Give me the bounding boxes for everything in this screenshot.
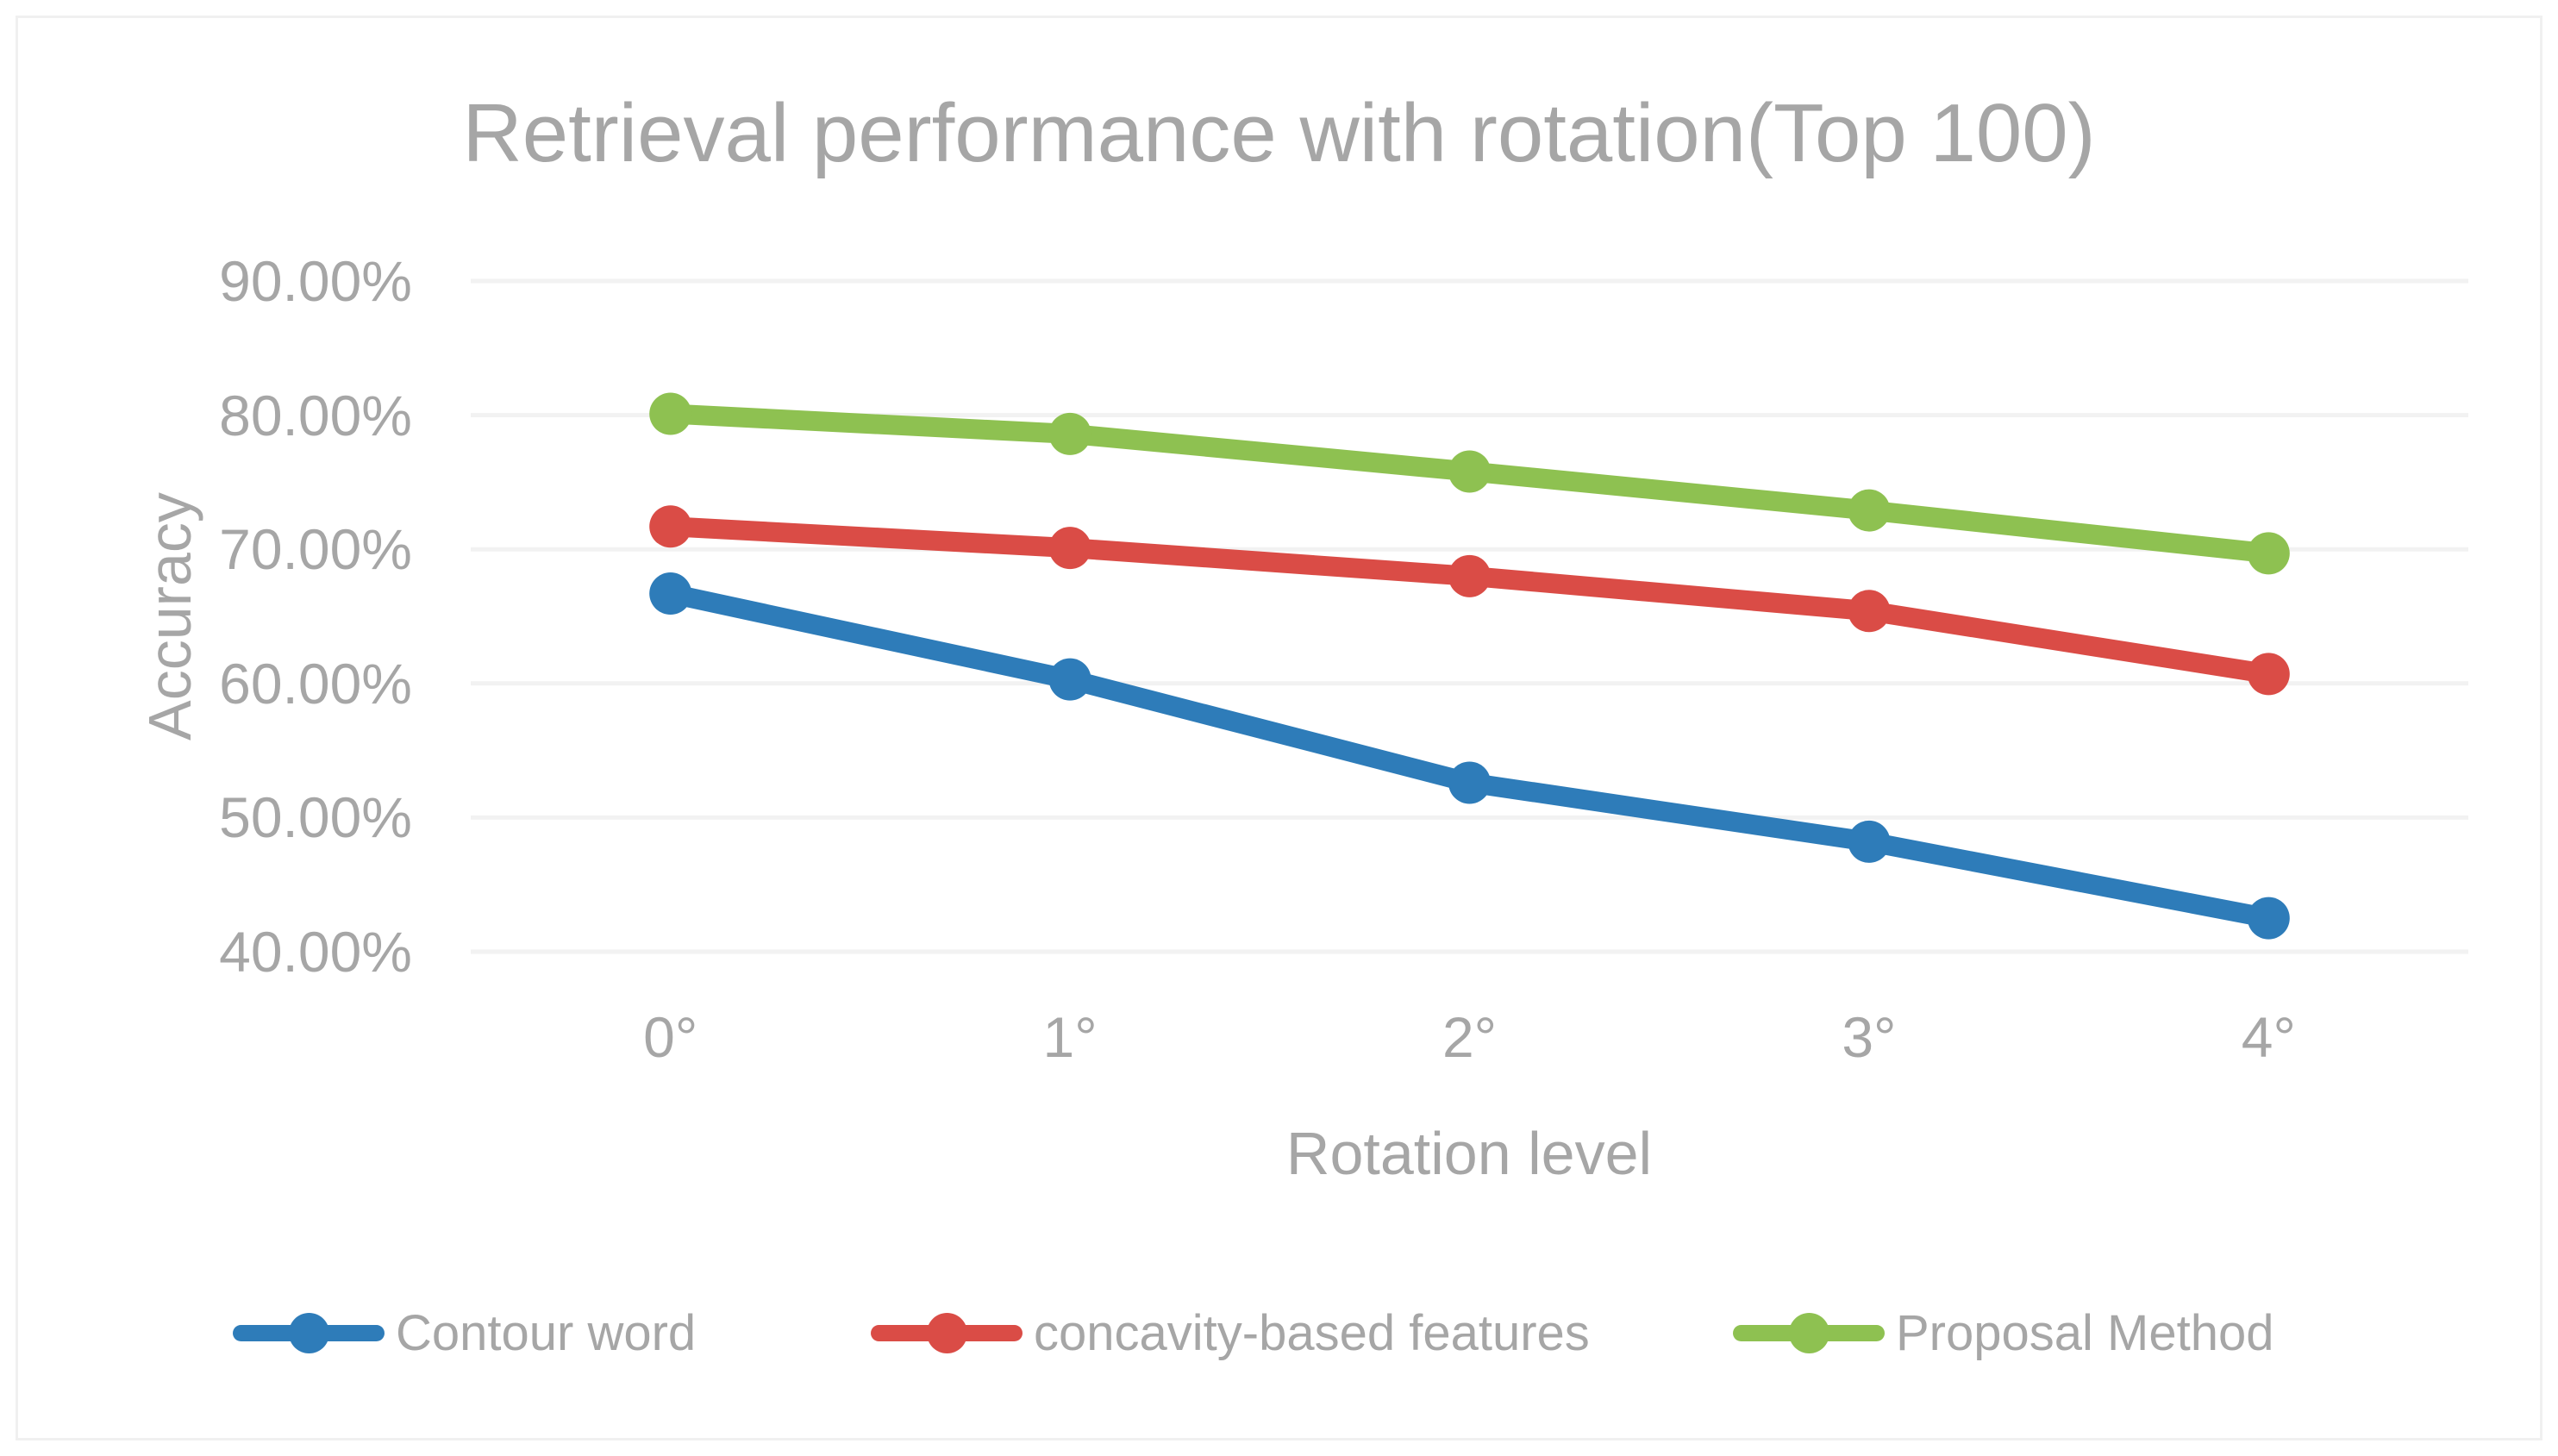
y-tick-label: 40.00% bbox=[219, 920, 412, 984]
y-tick-label: 70.00% bbox=[219, 517, 412, 582]
data-point bbox=[1048, 658, 1091, 701]
legend-marker-icon bbox=[233, 1298, 385, 1367]
data-point bbox=[1848, 590, 1891, 633]
data-point bbox=[1048, 527, 1091, 570]
data-point bbox=[649, 572, 692, 616]
x-axis-title: Rotation level bbox=[1285, 1120, 1653, 1187]
data-point bbox=[649, 392, 692, 435]
data-point bbox=[649, 505, 692, 548]
data-point bbox=[1048, 412, 1091, 455]
data-point bbox=[2247, 532, 2290, 575]
legend-marker-icon bbox=[871, 1298, 1023, 1367]
data-point bbox=[1448, 761, 1491, 804]
y-tick-label: 60.00% bbox=[219, 651, 412, 716]
data-point bbox=[1448, 450, 1491, 493]
x-tick-label: 4° bbox=[2241, 1005, 2296, 1069]
data-point bbox=[1848, 820, 1891, 863]
chart-title: Retrieval performance with rotation(Top … bbox=[462, 87, 2096, 179]
data-point bbox=[1448, 554, 1491, 597]
legend-item-concavity-based-features: concavity-based features bbox=[871, 1298, 1590, 1367]
data-point bbox=[2247, 897, 2290, 940]
legend-item-contour-word: Contour word bbox=[233, 1298, 696, 1367]
legend-marker-icon bbox=[1733, 1298, 1885, 1367]
x-tick-label: 2° bbox=[1442, 1005, 1498, 1069]
legend-label: Contour word bbox=[396, 1304, 697, 1361]
data-point bbox=[2247, 653, 2290, 696]
legend-label: concavity-based features bbox=[1034, 1304, 1590, 1361]
y-tick-label: 90.00% bbox=[219, 249, 412, 313]
legend-item-proposal-method: Proposal Method bbox=[1733, 1298, 2273, 1367]
legend-label: Proposal Method bbox=[1896, 1304, 2274, 1361]
x-tick-label: 3° bbox=[1842, 1005, 1897, 1069]
data-point bbox=[1848, 489, 1891, 532]
x-tick-label: 1° bbox=[1042, 1005, 1098, 1069]
y-tick-label: 80.00% bbox=[219, 383, 412, 447]
y-tick-label: 50.00% bbox=[219, 785, 412, 850]
x-tick-label: 0° bbox=[643, 1005, 698, 1069]
